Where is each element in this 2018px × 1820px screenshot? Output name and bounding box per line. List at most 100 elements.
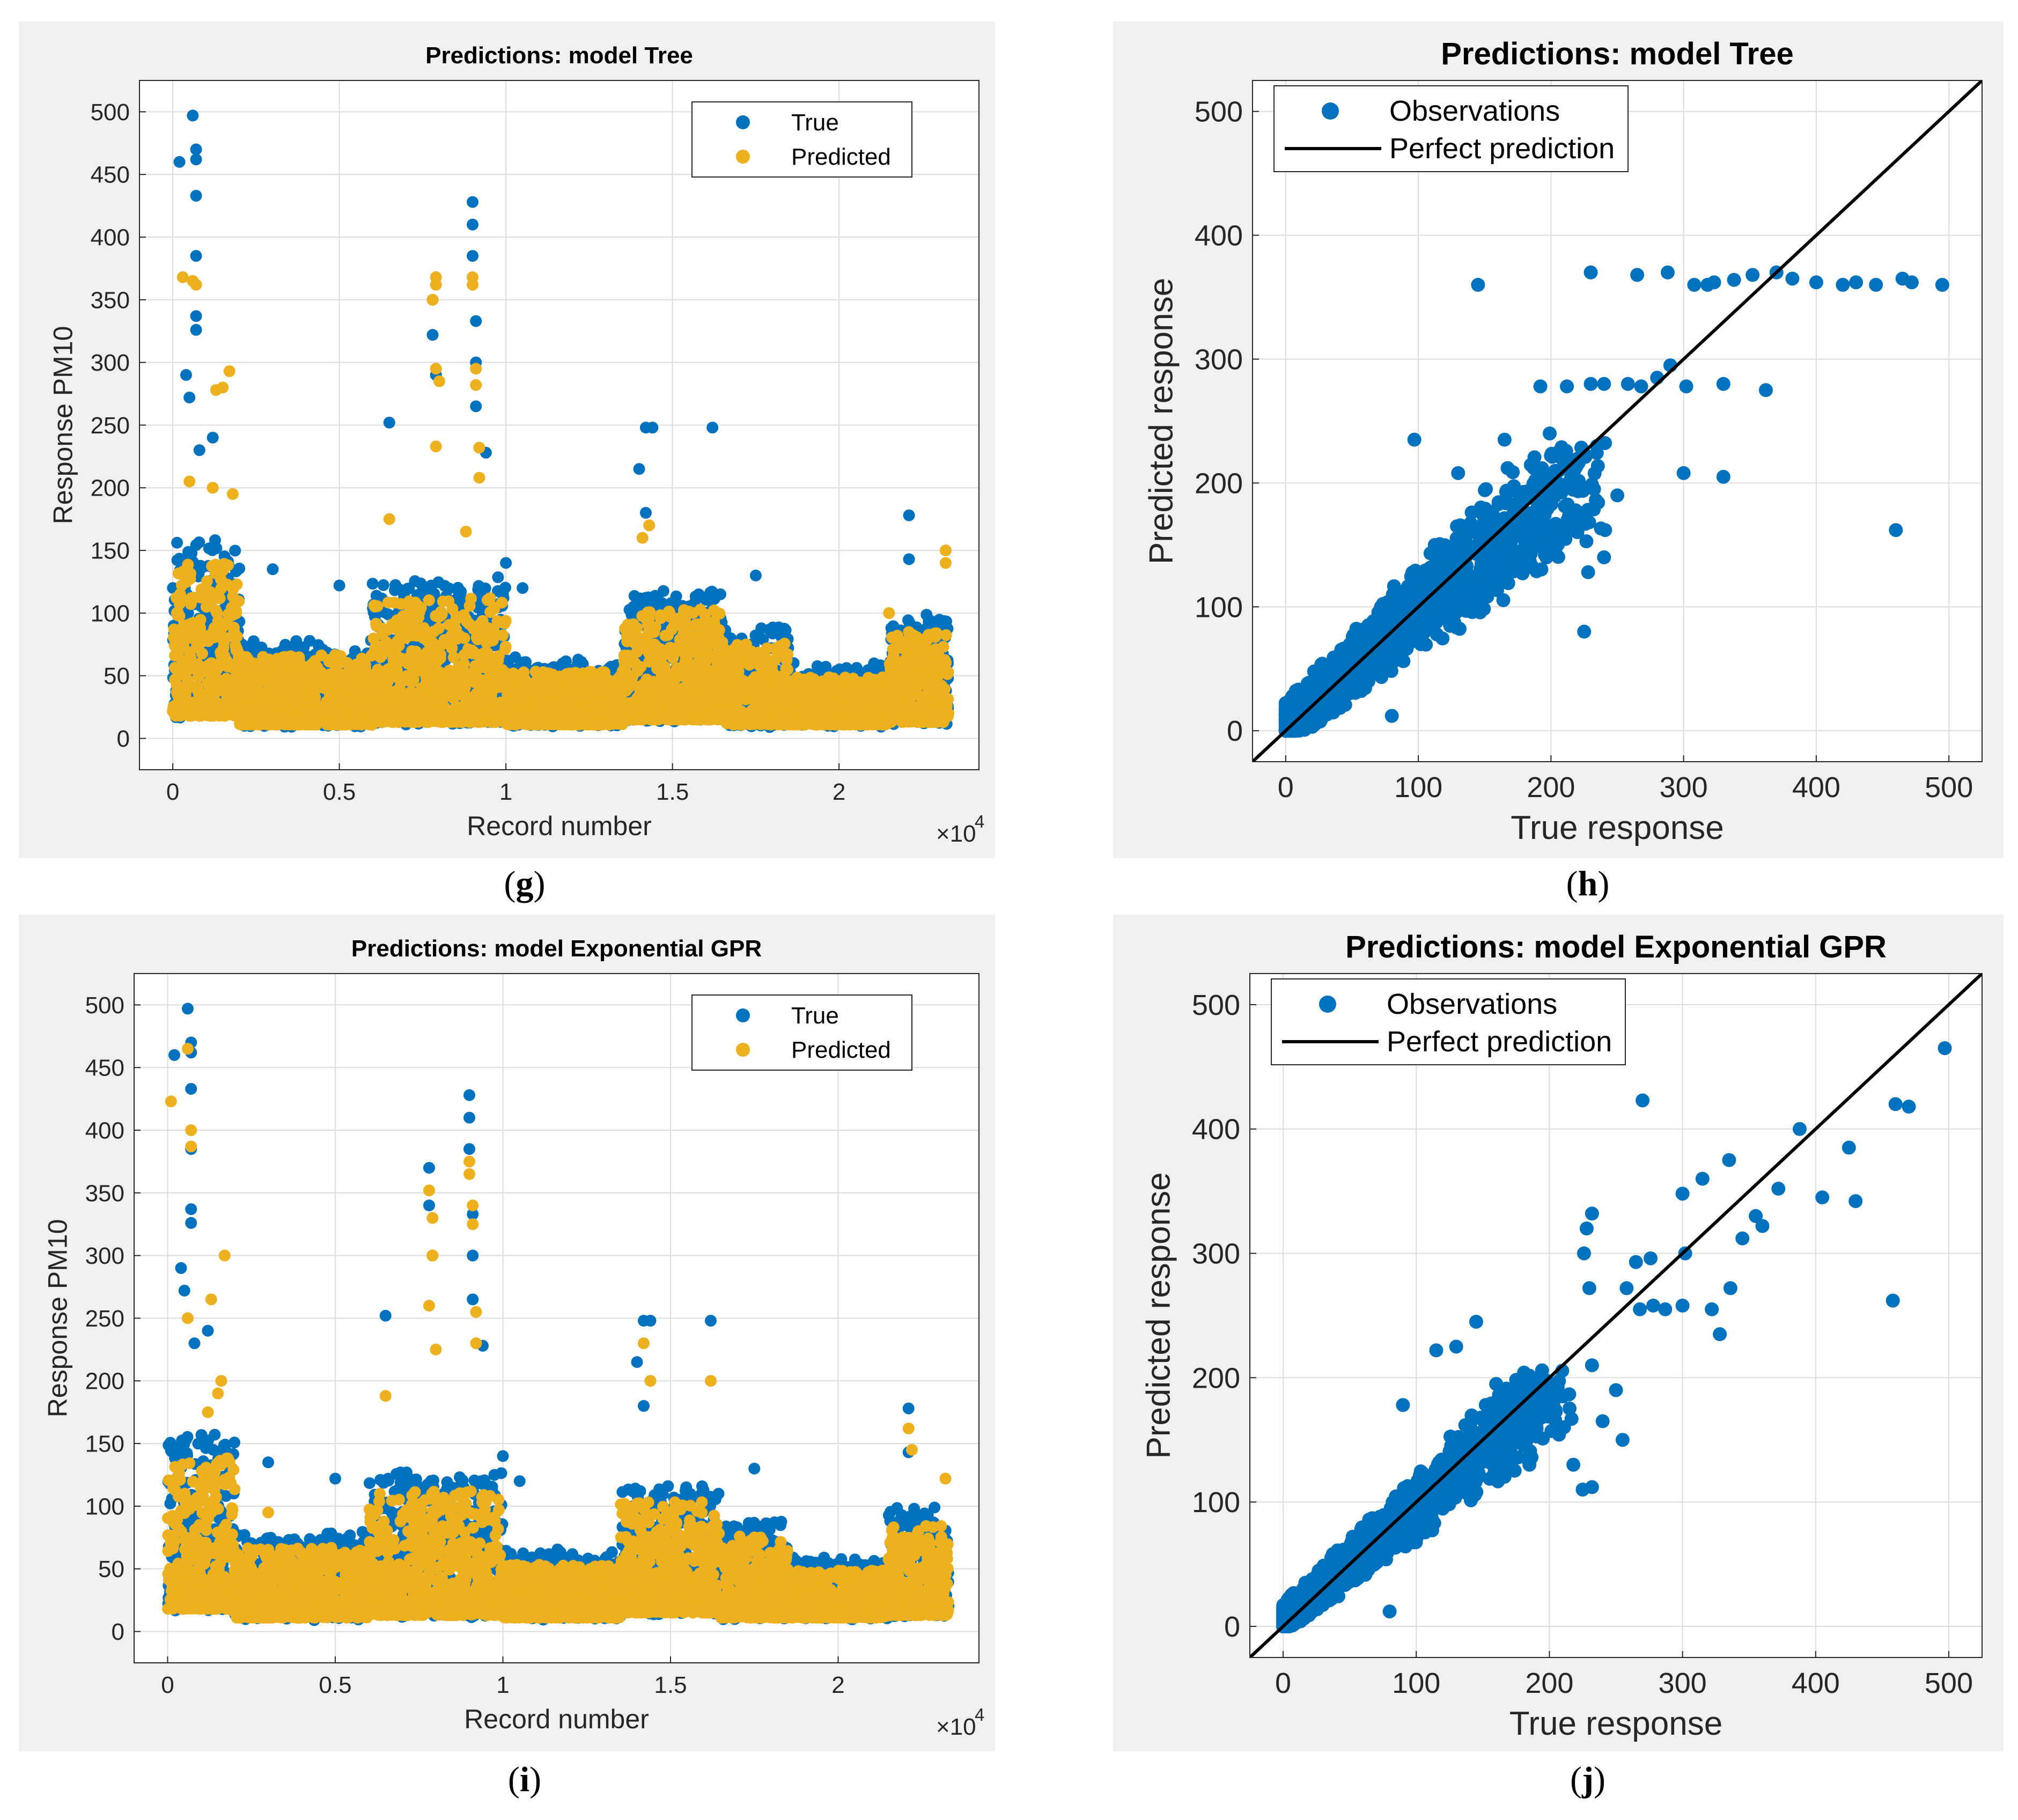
predicted-point [456,701,469,713]
true-point [690,591,703,603]
true-point [230,565,242,578]
predicted-point [406,711,418,724]
predicted-point [423,594,435,606]
predicted-point [468,714,481,727]
predicted-point [497,629,509,642]
predicted-point [221,691,233,703]
predicted-point [468,623,480,635]
predicted-point [172,606,184,618]
predicted-point [211,673,224,686]
predicted-point [458,609,470,621]
predicted-point [227,583,239,595]
predicted-point [432,622,445,635]
predicted-point [329,649,341,661]
predicted-point [355,656,367,668]
predicted-point [215,573,227,586]
predicted-point [436,608,448,621]
predicted-point [496,664,508,676]
predicted-point [201,575,213,587]
predicted-point [360,690,372,702]
predicted-point [481,594,494,606]
predicted-point [192,642,204,654]
predicted-point [434,649,447,661]
predicted-point [278,657,291,669]
predicted-point [200,592,212,604]
predicted-point [169,650,181,662]
predicted-point [186,681,198,693]
predicted-point [334,710,346,722]
predicted-point [325,712,337,725]
true-point [509,651,521,664]
predicted-point [347,713,359,725]
true-point [497,587,509,600]
predicted-point [294,701,307,713]
predicted-point [372,698,385,711]
predicted-point [276,670,288,682]
predicted-point [374,714,386,727]
predicted-point [325,670,337,683]
true-point [366,578,379,590]
predicted-point [362,668,374,680]
true-point [196,562,209,574]
predicted-point [208,622,220,634]
true-point [349,645,361,657]
predicted-point [178,635,190,647]
predicted-point [303,716,315,728]
predicted-point [198,666,211,678]
predicted-point [406,676,418,688]
predicted-point [270,718,283,731]
true-point [182,546,194,558]
predicted-point [217,564,229,577]
predicted-point [370,620,382,632]
predicted-point [392,715,404,727]
predicted-point [201,709,213,721]
predicted-point [423,635,436,647]
predicted-point [242,712,254,724]
true-point [657,585,669,597]
predicted-point [237,666,249,679]
predicted-point [403,601,416,613]
true-point [452,581,464,594]
predicted-point [309,691,321,704]
predicted-point [381,645,393,658]
predicted-point [211,660,224,672]
predicted-point [444,688,456,700]
predicted-point [220,673,232,685]
true-point [706,585,718,598]
predicted-point [213,592,226,605]
predicted-point [438,701,451,713]
predicted-point [442,636,454,648]
true-point [229,544,241,557]
predicted-point [415,602,427,614]
predicted-point [482,655,495,668]
predicted-point [410,630,423,642]
true-point [377,579,389,591]
predicted-point [338,669,350,682]
predicted-point [312,716,324,728]
true-point [171,554,183,566]
predicted-point [177,565,189,578]
predicted-point [348,667,360,679]
predicted-point [467,647,479,660]
predicted-point [178,669,190,681]
true-point [279,639,291,651]
predicted-point [394,652,406,665]
chart-g: 0 0.5 1 1.5 2050100150200250300350400450500P… [19,21,995,858]
predicted-point [248,658,260,670]
predicted-point [276,691,288,703]
predicted-point [209,687,221,699]
true-point [639,596,652,609]
predicted-point [480,714,492,726]
predicted-point [289,718,301,731]
predicted-point [392,624,404,637]
predicted-point [185,598,197,610]
predicted-point [337,656,349,668]
predicted-point [230,607,242,620]
predicted-point [347,694,359,706]
true-point [492,571,504,584]
predicted-point [372,664,384,676]
predicted-point [236,696,248,708]
predicted-point [315,649,328,661]
predicted-point [408,697,420,709]
predicted-point [388,596,401,609]
